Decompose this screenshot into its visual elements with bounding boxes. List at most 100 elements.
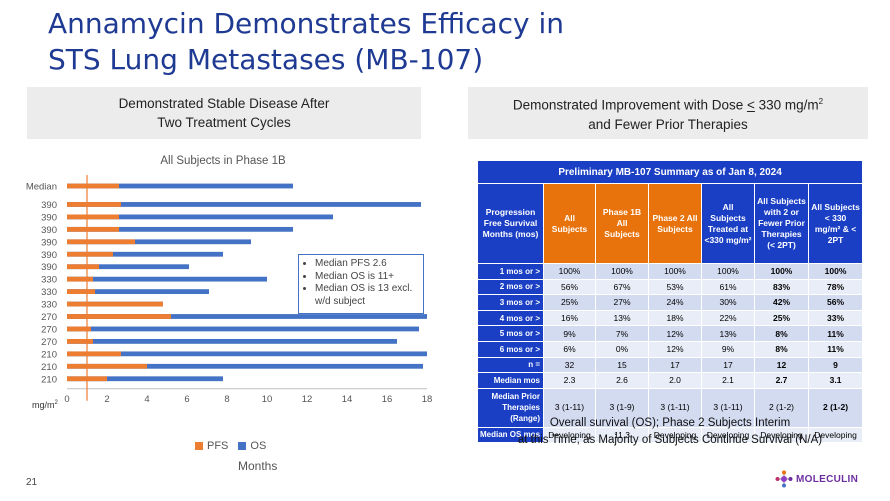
table-cell: 3.1 [807,372,864,389]
legend-pfs-swatch [195,442,203,450]
x-tick-label: 4 [144,394,149,405]
pfs-bar [67,202,121,207]
table-cell: 2.0 [648,372,702,389]
table-cell: 18% [648,309,702,327]
pfs-bar [67,301,163,307]
molecule-icon [775,470,793,488]
table-cell: 17 [648,356,702,374]
table-row-label: 3 mos or > [477,294,544,311]
table-cell: 61% [701,278,755,296]
table-cell: 100% [701,263,755,280]
pfs-bar [67,214,119,220]
table-cell: 42% [754,294,809,311]
x-tick-label: 14 [342,394,353,405]
os-bar [67,351,427,357]
moleculin-logo: MOLECULIN [775,470,858,488]
os-bar [67,264,189,270]
y-tick-label: 390 [41,262,57,273]
pfs-bar [67,314,171,319]
left-heading-line1: Demonstrated Stable Disease After [118,96,330,111]
table-cell: 2.7 [754,372,809,389]
table-cell: Developing [648,426,702,443]
y-tick-label: 330 [41,287,57,298]
table-cell: 2.6 [595,372,649,389]
table-row-label: 5 mos or > [477,325,544,342]
table-cell: Developing [701,426,755,443]
pfs-bar [67,226,119,232]
table-cell: 12% [648,340,702,358]
table-cell: 8% [754,325,809,342]
slide-title: Annamycin Demonstrates Efficacy in STS L… [48,6,668,78]
table-cell: 100% [543,263,596,280]
page-number: 21 [26,477,38,488]
table-row: Median OS mos Developing 11.3 Developing Dev… [477,426,864,443]
table-cell: 8% [754,340,809,358]
pfs-bar [67,276,93,282]
table-cell: 3 (1-9) [595,387,649,428]
table-cell: 53% [648,278,702,296]
table-header-3: Phase 2 All Subjects [648,183,702,264]
table-cell: 9% [543,325,596,342]
annotation-item-2: Median OS is 11+ [315,271,419,284]
table-row: 2 mos or >56% 67% 53% 61% 83% 78% [477,278,864,296]
pfs-bar [67,363,147,369]
table-cell: 13% [701,325,755,342]
table-cell: 83% [754,278,809,296]
table-cell: Developing [543,426,596,443]
y-tick-label: 270 [41,337,57,348]
slide-title-line1: Annamycin Demonstrates Efficacy in [48,7,565,40]
median-annotation-box: Median PFS 2.6 Median OS is 11+ Median O… [298,254,424,314]
table-row-label: Median Prior Therapies (Range) [477,387,544,428]
table-cell: 67% [595,278,649,296]
pfs-os-bar-chart: All Subjects in Phase 1BMedian3903903903… [26,155,432,405]
os-bar [67,276,267,282]
table-row-label: 1 mos or > [477,263,544,280]
right-panel-heading: Demonstrated Improvement with Dose < 330… [468,87,868,139]
x-tick-label: 16 [382,394,393,405]
table-row: 4 mos or >16% 13% 18% 22% 25% 33% [477,309,864,327]
table-cell: 0% [595,340,649,358]
table-cell: 100% [754,263,809,280]
table-cell: 100% [595,263,649,280]
table-cell: Developing [754,426,809,443]
y-tick-label: 390 [41,200,57,211]
table-header-2: Phase 1B All Subjects [595,183,649,264]
os-bar [67,314,427,319]
table-header-row: Progression Free Survival Months (mos) Al… [477,183,864,264]
table-row-label: 2 mos or > [477,278,544,296]
table-row: n = 32 15 17 17 12 9 [477,356,864,374]
y-tick-label: 270 [41,312,57,323]
annotation-item-1: Median PFS 2.6 [315,258,419,271]
os-bar [67,226,293,232]
y-unit-text: mg/m [32,400,55,410]
table-cell: 2.1 [701,372,755,389]
os-bar [67,326,419,332]
y-tick-label: 210 [41,349,57,360]
pfs-bar [67,289,95,294]
right-heading-line2: and Fewer Prior Therapies [588,116,748,132]
legend-pfs-label: PFS [207,440,229,452]
table-row: Median Prior Therapies (Range) 3 (1-11) 3 … [477,387,864,428]
x-tick-label: 2 [104,394,109,405]
annotation-item-3: Median OS is 13 excl. w/d subject [315,283,419,308]
y-tick-label: 390 [41,212,57,223]
table-cell: 2.3 [543,372,596,389]
left-heading-line2: Two Treatment Cycles [157,115,291,130]
table-row: 6 mos or >6% 0% 12% 9% 8% 11% [477,340,864,358]
table-row: 5 mos or >9% 7% 12% 13% 8% 11% [477,325,864,342]
os-bar [67,289,209,294]
table-row-label: Median OS mos [477,426,544,443]
table-cell: 32 [543,356,596,374]
os-bar [67,376,223,382]
table-cell: 16% [543,309,596,327]
table-row: 3 mos or >25% 27% 24% 30% 42% 56% [477,294,864,311]
os-footnote-line2: at this Time, as Majority of Subjects Co… [517,434,823,446]
os-bar [67,202,421,207]
table-cell: 30% [701,294,755,311]
y-tick-label: 390 [41,237,57,248]
legend-os-label: OS [250,440,267,452]
os-bar [67,363,423,369]
x-tick-label: 8 [224,394,229,405]
table-row: Median mos 2.3 2.6 2.0 2.1 2.7 3.1 [477,372,864,389]
table-cell: 6% [543,340,596,358]
